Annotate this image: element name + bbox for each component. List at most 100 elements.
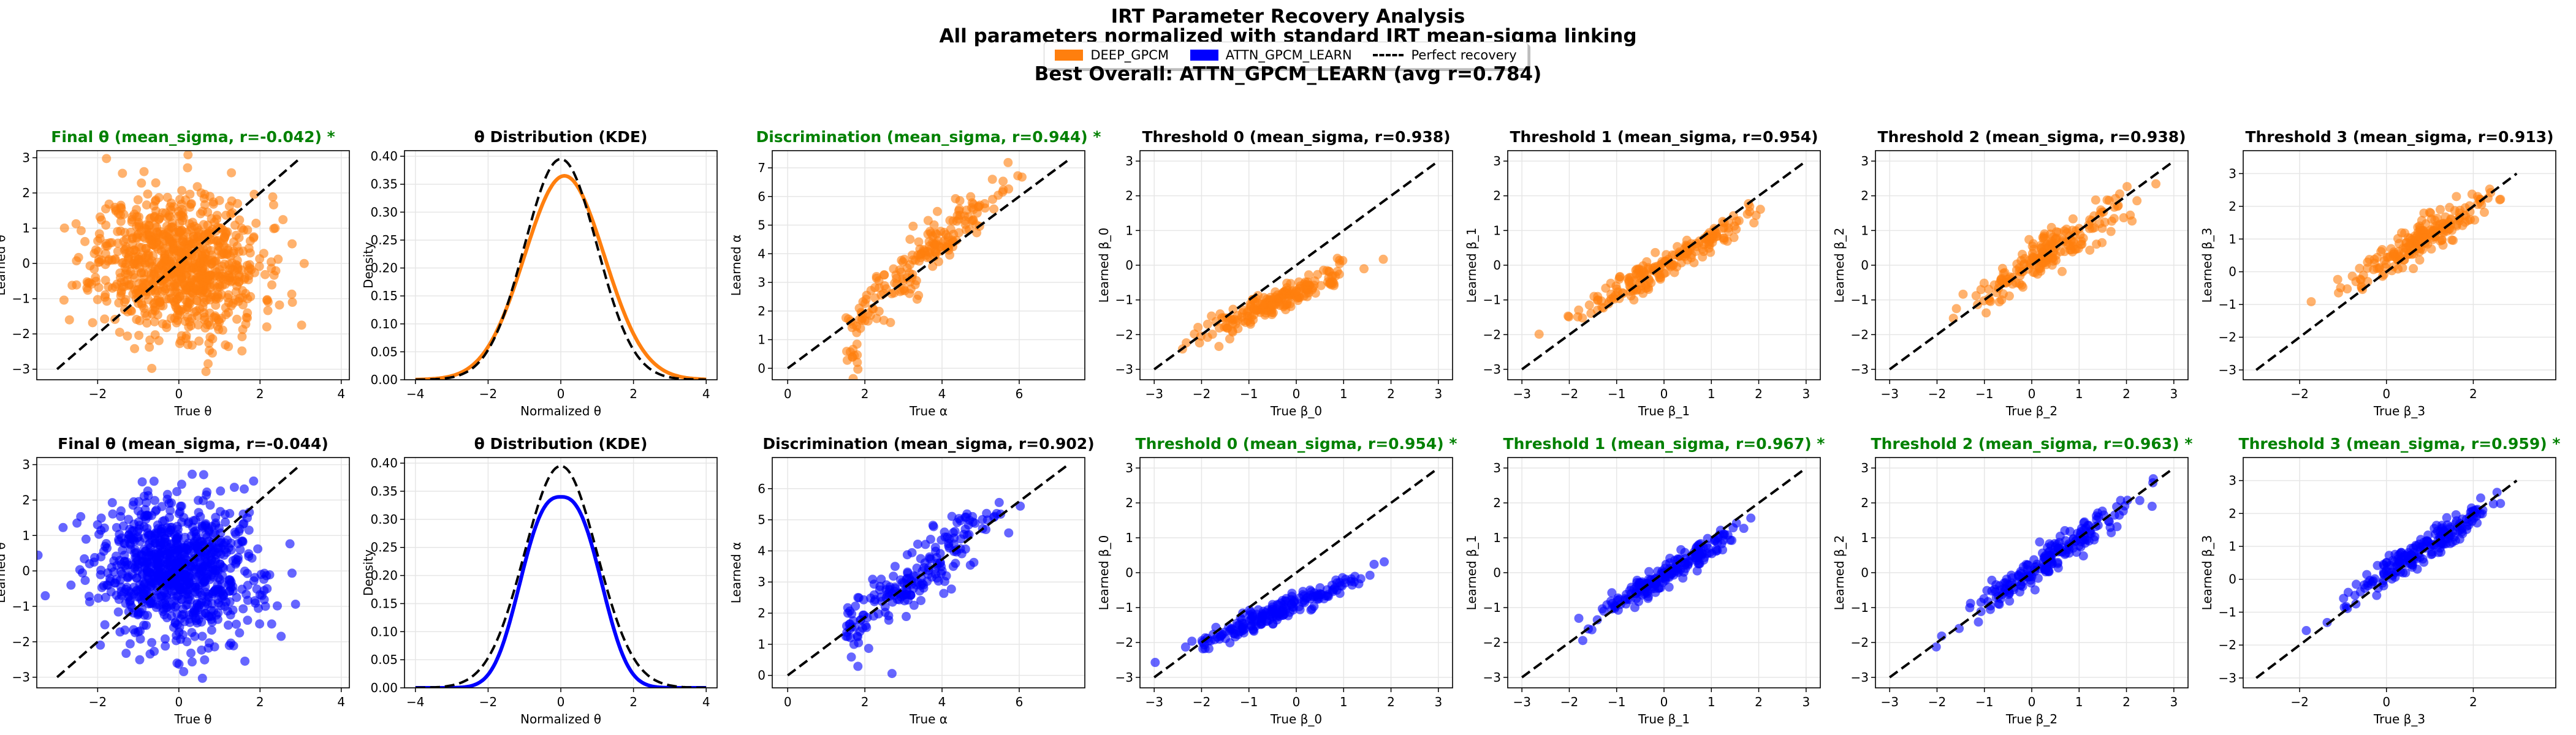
data-point [200,200,210,209]
data-point [1725,535,1735,545]
data-point [2388,249,2398,259]
data-point [2069,543,2078,553]
x-tick-label: −2 [2290,386,2308,401]
y-axis-label: Density [361,242,376,288]
data-point [2037,243,2046,252]
y-tick-label: 1 [1493,530,1501,545]
data-point [119,236,129,246]
data-point [260,270,270,279]
data-point [157,502,167,511]
y-tick-label: −1 [2219,297,2236,312]
x-tick-label: 2 [2469,386,2477,401]
data-point [1291,287,1301,296]
data-point [1719,531,1728,541]
y-tick-label: 5 [758,513,766,527]
data-point [2409,264,2418,274]
data-point [232,619,241,629]
data-point [2415,225,2425,235]
data-point [905,235,915,244]
y-tick-label: 0 [22,256,30,271]
panel-title: Threshold 2 (mean_sigma, r=0.963) * [1871,435,2193,453]
data-point [93,295,102,304]
data-point [1193,322,1203,332]
data-point [1704,237,1714,247]
y-tick-label: 3 [1125,461,1133,475]
data-point [2057,548,2067,557]
data-point [89,249,99,258]
plot-frame [2243,150,2556,380]
data-point [941,571,951,581]
data-point [209,572,219,582]
y-tick-label: 6 [758,189,766,204]
x-tick-label: 3 [2170,386,2178,401]
data-point [210,311,220,321]
data-point [890,562,900,571]
y-tick-label: 0.40 [370,456,398,470]
data-point [59,295,69,305]
data-point [2372,590,2382,600]
data-point [1629,295,1639,305]
data-point [1249,304,1259,314]
data-point [2355,274,2365,284]
data-point [116,511,126,521]
y-axis-label: Learned β_2 [1832,228,1847,303]
data-point [215,243,224,252]
data-point [255,619,265,629]
x-tick-label: 6 [1016,695,1024,709]
data-point [1643,592,1653,601]
data-point [955,196,965,206]
data-point [987,175,997,184]
x-tick-label: 4 [938,695,946,709]
reference-kde-curve [415,464,707,688]
perfect-recovery-line [1888,467,2175,679]
data-point [207,214,216,224]
data-point [1302,292,1312,301]
data-point [858,297,868,307]
y-tick-label: 2 [1125,189,1133,203]
data-point [134,497,143,507]
data-point [199,220,208,230]
data-point [194,336,204,346]
data-point [145,567,154,577]
data-point [175,310,184,320]
data-point [153,590,162,600]
data-point [135,634,145,644]
x-tick-label: 0 [1293,695,1301,709]
y-tick-label: 0.15 [370,596,398,611]
data-point [113,227,123,236]
data-point [196,209,205,219]
data-point [101,592,110,602]
y-tick-label: 0.05 [370,652,398,667]
data-point [2384,551,2394,560]
data-point [196,537,205,546]
x-tick-label: 0 [1293,386,1301,401]
data-point [137,570,147,579]
x-tick-label: 2 [256,386,264,401]
data-point [112,522,121,532]
data-point [2492,488,2502,497]
x-tick-label: 0 [557,386,565,401]
data-point [1233,311,1242,320]
data-point [262,295,272,304]
data-point [225,597,235,607]
data-point [176,227,186,236]
data-point [187,657,197,667]
data-point [150,197,160,206]
data-point [925,552,935,562]
y-tick-label: −1 [1483,600,1501,615]
data-point [226,209,236,219]
data-point [1706,247,1715,257]
data-point [146,213,156,223]
y-tick-label: −3 [1483,362,1501,377]
data-point [116,277,126,287]
y-tick-label: 0.35 [370,484,398,499]
data-point [2426,208,2436,218]
data-point [238,300,248,310]
data-point [202,244,212,254]
data-point [246,292,256,301]
data-point [272,601,282,611]
data-point [259,595,269,605]
data-point [80,576,90,586]
x-tick-label: 2 [861,695,869,709]
data-point [107,255,117,265]
